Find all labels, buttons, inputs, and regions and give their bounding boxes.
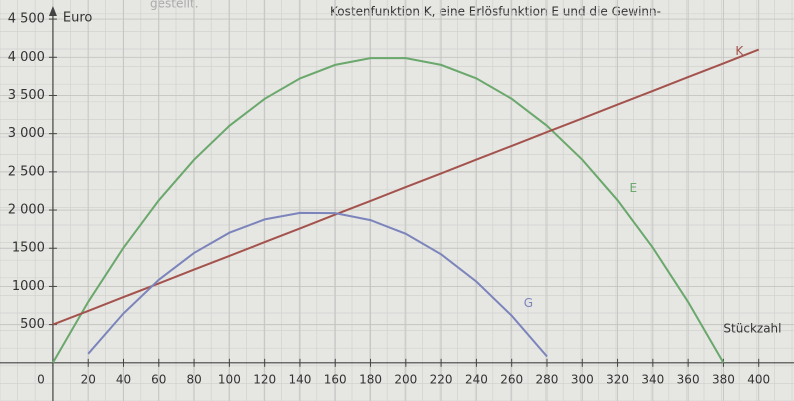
series-label: G: [524, 296, 533, 310]
x-tick-label: 100: [218, 372, 241, 386]
y-tick-label: 2 500: [8, 164, 45, 179]
y-tick-label: 3 500: [8, 88, 45, 103]
y-tick-label: 2 000: [8, 203, 45, 218]
x-tick-label: 120: [253, 372, 276, 386]
x-tick-label: 40: [116, 372, 131, 386]
x-tick-label: 400: [747, 372, 770, 386]
line-series: [52, 57, 725, 364]
x-tick-label: 340: [641, 372, 664, 386]
y-tick-label: 3 000: [8, 126, 45, 141]
x-tick-label: 160: [324, 372, 347, 386]
x-tick-label: 60: [151, 372, 166, 386]
y-tick-label: 1000: [12, 279, 45, 294]
x-tick-label: 320: [606, 372, 629, 386]
series-label: K: [735, 44, 744, 58]
line-series: [87, 211, 548, 358]
x-tick-label: 180: [359, 372, 382, 386]
x-axis-label: Stückzahl: [723, 321, 781, 335]
x-tick-label: 200: [394, 372, 417, 386]
axis-arrow: [48, 6, 57, 16]
x-tick-label: 220: [430, 372, 453, 386]
header-text: Kostenfunktion K, eine Erlösfunktion E u…: [330, 5, 661, 19]
y-tick-label: 4 000: [8, 50, 45, 65]
x-tick-label: 260: [500, 372, 523, 386]
x-tick-label: 280: [536, 372, 559, 386]
x-tick-label: 80: [186, 372, 201, 386]
x-tick-label: 20: [81, 372, 96, 386]
y-tick-label: 1500: [12, 241, 45, 256]
x-tick-label: 140: [289, 372, 312, 386]
x-tick-label: 360: [677, 372, 700, 386]
y-axis-label: Euro: [63, 11, 93, 26]
x-tick-label: 240: [465, 372, 488, 386]
x-tick-label: 300: [571, 372, 594, 386]
x-tick-label: 0: [37, 372, 45, 386]
y-tick-label: 4 500: [8, 12, 45, 27]
series-label: E: [630, 181, 638, 195]
line-series: [52, 48, 760, 326]
header-text: gestellt.: [150, 0, 199, 11]
x-tick-label: 380: [712, 372, 735, 386]
y-tick-label: 500: [20, 317, 45, 332]
